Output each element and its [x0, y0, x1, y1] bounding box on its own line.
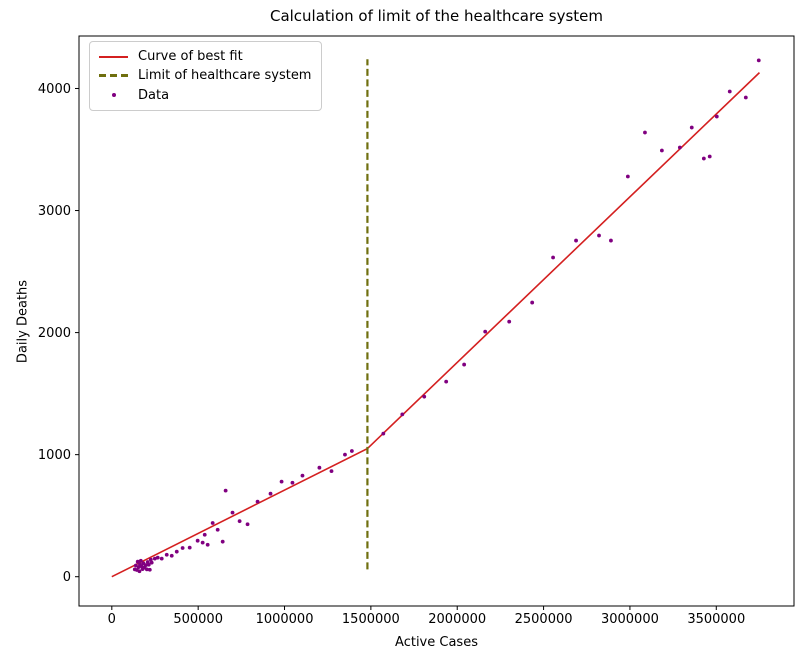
legend-item-data: Data	[99, 86, 311, 105]
legend-item-limit: Limit of healthcare system	[99, 66, 311, 85]
legend-label-curve: Curve of best fit	[138, 49, 243, 65]
svg-text:1000000: 1000000	[256, 612, 314, 627]
x-axis-label: Active Cases	[395, 635, 478, 650]
svg-text:2000: 2000	[38, 326, 71, 341]
svg-text:3000: 3000	[38, 204, 71, 219]
svg-text:0: 0	[108, 612, 116, 627]
y-axis-label: Daily Deaths	[15, 279, 31, 364]
legend-label-limit: Limit of healthcare system	[138, 68, 312, 84]
svg-text:1500000: 1500000	[342, 612, 400, 627]
svg-text:3500000: 3500000	[687, 612, 745, 627]
svg-text:1000: 1000	[38, 448, 71, 463]
legend-box: Curve of best fit Limit of healthcare sy…	[89, 41, 323, 111]
chart-title: Calculation of limit of the healthcare s…	[269, 7, 604, 25]
curve-line-icon	[99, 55, 128, 58]
svg-text:3000000: 3000000	[601, 612, 659, 627]
scatter-dot-icon	[99, 93, 128, 98]
svg-text:4000: 4000	[38, 82, 71, 97]
svg-text:2000000: 2000000	[428, 612, 486, 627]
legend-label-data: Data	[138, 87, 170, 103]
svg-text:0: 0	[63, 570, 71, 585]
svg-text:500000: 500000	[173, 612, 223, 627]
legend-item-curve: Curve of best fit	[99, 47, 311, 66]
svg-text:2500000: 2500000	[515, 612, 573, 627]
dashed-line-icon	[99, 74, 128, 78]
